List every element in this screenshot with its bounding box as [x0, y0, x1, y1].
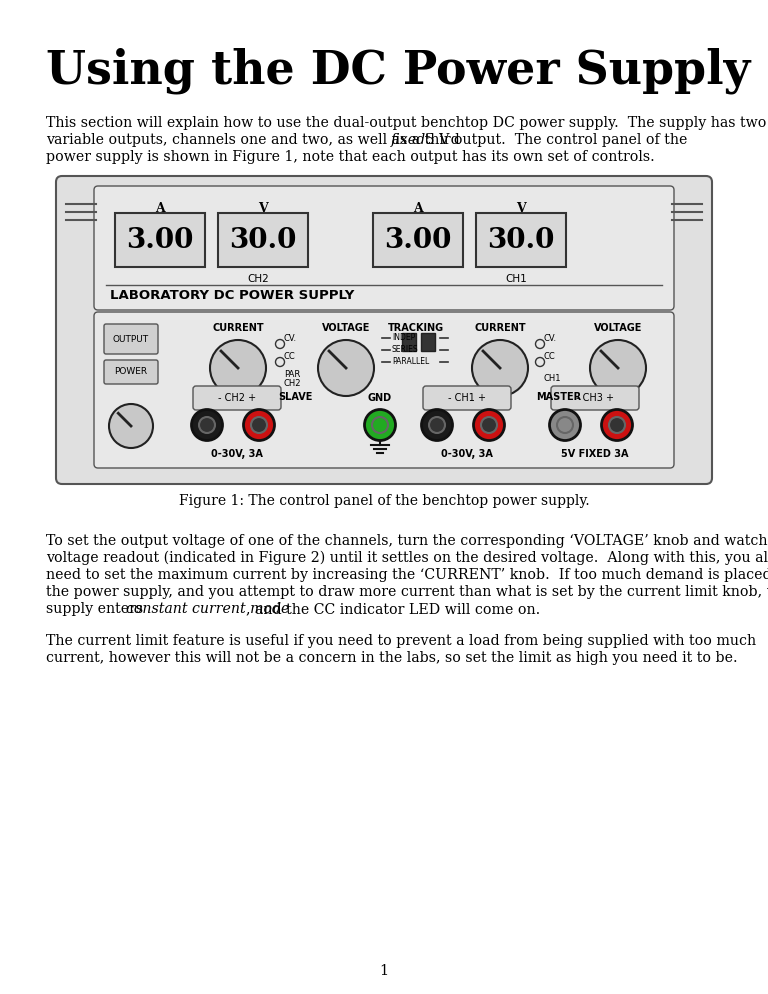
Text: - CH1 +: - CH1 + — [448, 393, 486, 403]
FancyBboxPatch shape — [94, 186, 674, 310]
Text: CC: CC — [284, 352, 296, 361]
Circle shape — [251, 417, 267, 433]
Circle shape — [191, 410, 223, 440]
Text: 3.00: 3.00 — [384, 227, 452, 253]
Text: , and the CC indicator LED will come on.: , and the CC indicator LED will come on. — [247, 602, 541, 616]
Text: PAR: PAR — [284, 370, 300, 379]
Circle shape — [474, 410, 505, 440]
Text: This section will explain how to use the dual-output benchtop DC power supply.  : This section will explain how to use the… — [46, 116, 766, 130]
Text: 3.00: 3.00 — [126, 227, 194, 253]
Text: - CH3 +: - CH3 + — [576, 393, 614, 403]
Circle shape — [472, 340, 528, 396]
Text: CV.: CV. — [284, 334, 297, 343]
Text: 30.0: 30.0 — [488, 227, 554, 253]
Text: OUTPUT: OUTPUT — [113, 335, 149, 344]
Circle shape — [365, 410, 396, 440]
Text: CC: CC — [544, 352, 556, 361]
Circle shape — [557, 417, 573, 433]
Text: INDEP: INDEP — [392, 334, 415, 343]
FancyBboxPatch shape — [373, 213, 463, 267]
Text: TRACKING: TRACKING — [388, 323, 444, 333]
Text: VOLTAGE: VOLTAGE — [322, 323, 370, 333]
Text: A: A — [155, 202, 165, 215]
Text: 30.0: 30.0 — [230, 227, 296, 253]
Text: CH1: CH1 — [544, 374, 561, 383]
Text: SERIES: SERIES — [392, 346, 419, 355]
Text: - CH2 +: - CH2 + — [218, 393, 256, 403]
Text: CV.: CV. — [544, 334, 557, 343]
Circle shape — [535, 358, 545, 367]
FancyBboxPatch shape — [218, 213, 308, 267]
Text: voltage readout (indicated in Figure 2) until it settles on the desired voltage.: voltage readout (indicated in Figure 2) … — [46, 551, 768, 566]
Text: 1: 1 — [379, 964, 389, 978]
Circle shape — [243, 410, 274, 440]
Text: The current limit feature is useful if you need to prevent a load from being sup: The current limit feature is useful if y… — [46, 634, 756, 648]
Text: constant current mode: constant current mode — [126, 602, 290, 616]
Text: 5V FIXED 3A: 5V FIXED 3A — [561, 449, 629, 459]
FancyBboxPatch shape — [193, 386, 281, 410]
Text: 0-30V, 3A: 0-30V, 3A — [211, 449, 263, 459]
FancyBboxPatch shape — [421, 333, 435, 351]
FancyBboxPatch shape — [423, 386, 511, 410]
Circle shape — [535, 340, 545, 349]
Text: CURRENT: CURRENT — [474, 323, 526, 333]
FancyBboxPatch shape — [56, 176, 712, 484]
Text: 5 V output.  The control panel of the: 5 V output. The control panel of the — [421, 133, 687, 147]
FancyBboxPatch shape — [115, 213, 205, 267]
Circle shape — [372, 417, 388, 433]
Circle shape — [422, 410, 452, 440]
FancyBboxPatch shape — [104, 324, 158, 354]
Circle shape — [609, 417, 625, 433]
Text: current, however this will not be a concern in the labs, so set the limit as hig: current, however this will not be a conc… — [46, 651, 737, 665]
Circle shape — [109, 404, 153, 448]
Text: LABORATORY DC POWER SUPPLY: LABORATORY DC POWER SUPPLY — [110, 289, 354, 302]
Text: CH1: CH1 — [505, 274, 527, 284]
Text: V: V — [258, 202, 268, 215]
Text: fixed: fixed — [391, 133, 426, 147]
FancyBboxPatch shape — [476, 213, 566, 267]
Text: CURRENT: CURRENT — [212, 323, 264, 333]
Text: To set the output voltage of one of the channels, turn the corresponding ‘VOLTAG: To set the output voltage of one of the … — [46, 534, 768, 548]
Text: SLAVE: SLAVE — [278, 392, 313, 402]
Circle shape — [210, 340, 266, 396]
FancyBboxPatch shape — [104, 360, 158, 384]
Text: CH2: CH2 — [247, 274, 269, 284]
Text: POWER: POWER — [114, 368, 147, 377]
Text: V: V — [516, 202, 526, 215]
Circle shape — [199, 417, 215, 433]
Circle shape — [549, 410, 581, 440]
Circle shape — [276, 340, 284, 349]
Text: A: A — [413, 202, 423, 215]
Text: MASTER: MASTER — [536, 392, 581, 402]
Circle shape — [276, 358, 284, 367]
Text: PARALLEL: PARALLEL — [392, 358, 429, 367]
Circle shape — [590, 340, 646, 396]
Text: supply enters: supply enters — [46, 602, 147, 616]
Text: the power supply, and you attempt to draw more current than what is set by the c: the power supply, and you attempt to dra… — [46, 585, 768, 599]
Text: need to set the maximum current by increasing the ‘CURRENT’ knob.  If too much d: need to set the maximum current by incre… — [46, 568, 768, 582]
Text: Using the DC Power Supply: Using the DC Power Supply — [46, 48, 750, 94]
FancyBboxPatch shape — [551, 386, 639, 410]
Text: VOLTAGE: VOLTAGE — [594, 323, 642, 333]
Text: power supply is shown in Figure 1, note that each output has its own set of cont: power supply is shown in Figure 1, note … — [46, 150, 655, 164]
Circle shape — [601, 410, 633, 440]
Text: CH2: CH2 — [284, 379, 302, 388]
FancyBboxPatch shape — [402, 333, 416, 351]
Circle shape — [429, 417, 445, 433]
Circle shape — [318, 340, 374, 396]
Text: Figure 1: The control panel of the benchtop power supply.: Figure 1: The control panel of the bench… — [179, 494, 589, 508]
FancyBboxPatch shape — [94, 312, 674, 468]
Circle shape — [481, 417, 497, 433]
Text: variable outputs, channels one and two, as well as a third: variable outputs, channels one and two, … — [46, 133, 464, 147]
Text: 0-30V, 3A: 0-30V, 3A — [441, 449, 493, 459]
Text: GND: GND — [368, 393, 392, 403]
